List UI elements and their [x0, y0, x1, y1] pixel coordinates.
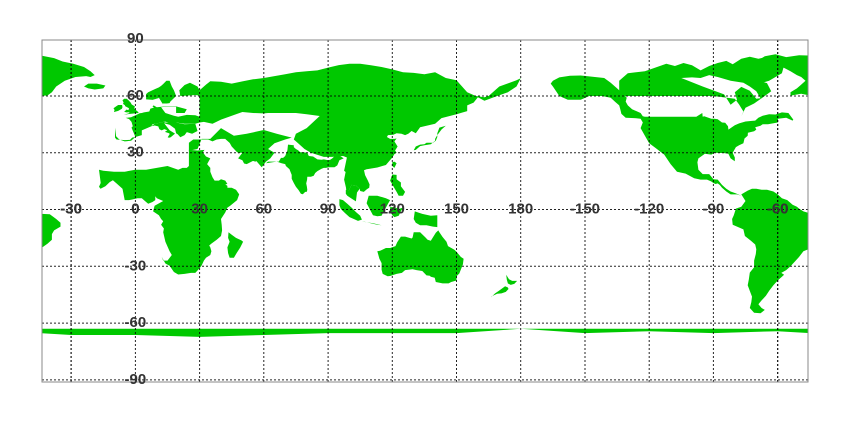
svg-text:30: 30: [127, 144, 144, 161]
svg-text:-30: -30: [60, 200, 82, 217]
svg-text:60: 60: [255, 200, 272, 217]
svg-text:0: 0: [131, 200, 139, 217]
svg-text:180: 180: [508, 200, 533, 217]
svg-text:-30: -30: [125, 257, 147, 274]
svg-text:-60: -60: [125, 314, 147, 331]
svg-text:-60: -60: [767, 200, 789, 217]
svg-text:30: 30: [191, 200, 208, 217]
svg-text:90: 90: [127, 30, 144, 47]
svg-text:-150: -150: [570, 200, 600, 217]
svg-text:60: 60: [127, 87, 144, 104]
svg-text:-120: -120: [634, 200, 664, 217]
svg-text:-90: -90: [703, 200, 725, 217]
svg-text:90: 90: [320, 200, 337, 217]
svg-text:150: 150: [444, 200, 469, 217]
svg-text:-90: -90: [125, 371, 147, 388]
svg-text:120: 120: [380, 200, 405, 217]
